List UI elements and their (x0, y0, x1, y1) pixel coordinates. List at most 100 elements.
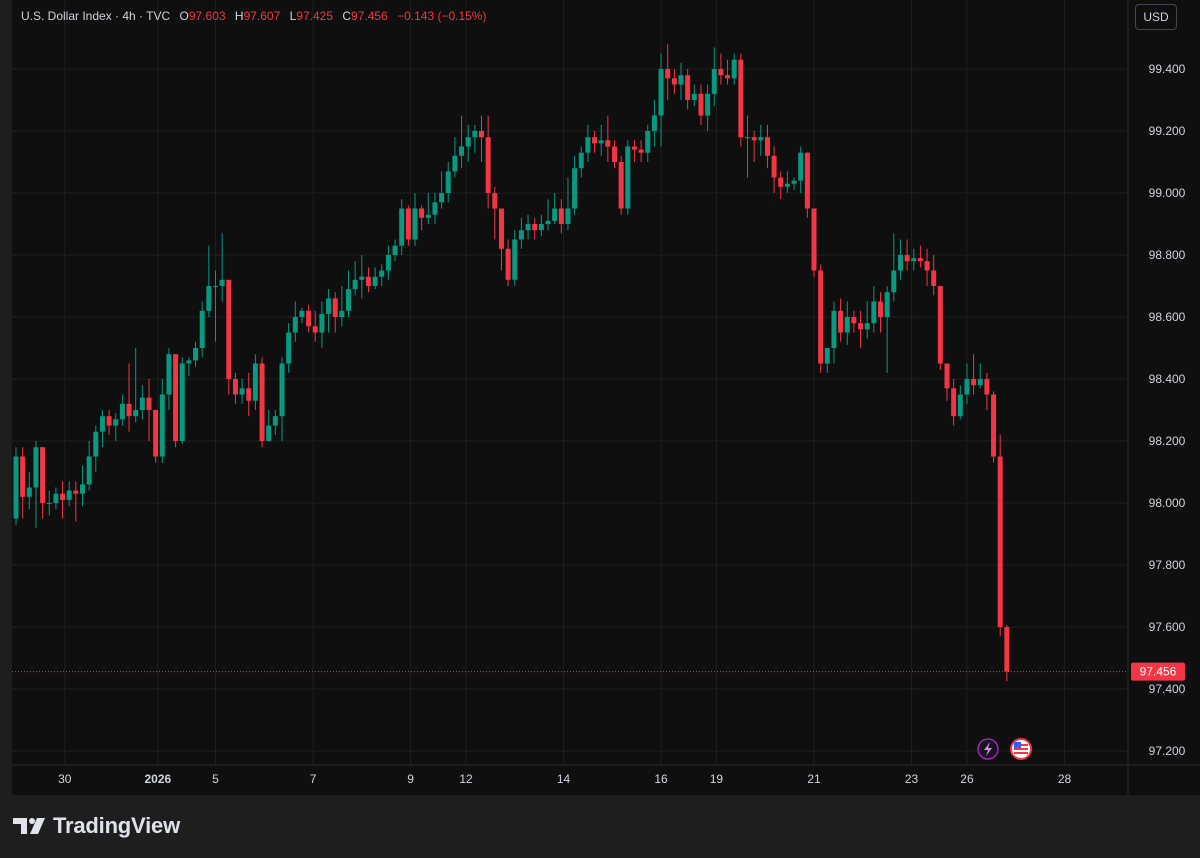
candle (705, 84, 711, 131)
candle-body (924, 261, 930, 271)
candle-body (798, 152, 804, 181)
candle-body (858, 323, 864, 330)
candle (811, 208, 817, 277)
chart-area[interactable] (12, 0, 1200, 795)
candle (924, 248, 930, 286)
candle-body (26, 487, 32, 497)
candle-body (665, 69, 671, 79)
candle-body (651, 115, 657, 131)
candle (592, 131, 598, 153)
ohlc-legend: U.S. Dollar Index · 4h · TVC O97.603 H97… (21, 9, 486, 23)
us-flag-icon[interactable] (1010, 738, 1032, 760)
candle-body (259, 363, 265, 441)
candle (213, 270, 218, 342)
candle (252, 354, 258, 410)
candle (711, 47, 717, 107)
candle-body (106, 416, 112, 426)
candle-body (658, 69, 664, 116)
candle (951, 379, 957, 426)
candle (838, 298, 844, 342)
candle-body (518, 230, 524, 240)
candlestick-chart[interactable]: 99.400 99.200 99.000 98.800 98.600 98.400 98.2… (0, 0, 1200, 795)
candle-body (73, 490, 79, 494)
time-tick-label: 26 (960, 772, 974, 786)
candle (60, 481, 66, 519)
candle-body (851, 317, 857, 324)
candle-body (365, 276, 371, 286)
candle-body (512, 239, 518, 280)
candle-body (459, 146, 465, 156)
candle-body (286, 332, 292, 364)
candle (545, 199, 551, 231)
candle-body (66, 490, 72, 500)
candle (73, 481, 79, 522)
candle (119, 394, 125, 426)
candle (86, 441, 92, 491)
candle (824, 348, 830, 373)
candle (346, 270, 351, 317)
candle (645, 124, 651, 162)
candle-body (292, 317, 298, 333)
candle (193, 341, 199, 367)
candle (232, 372, 238, 404)
candle (106, 410, 112, 435)
candle-body (538, 224, 544, 231)
candle (80, 465, 85, 507)
candle-body (213, 286, 218, 287)
candle (698, 84, 704, 125)
open-label: O (179, 9, 189, 23)
symbol-title[interactable]: U.S. Dollar Index · 4h · TVC (21, 9, 171, 23)
tradingview-logo-icon (13, 818, 45, 834)
candle (538, 214, 544, 237)
candle-body (445, 171, 451, 193)
candle-body (60, 493, 66, 500)
candle-body (139, 397, 145, 410)
candle-body (565, 208, 571, 224)
candle-body (346, 289, 351, 311)
time-tick-label: 30 (58, 772, 72, 786)
candle-body (751, 137, 757, 141)
time-tick-label: 9 (407, 772, 414, 786)
candle-body (831, 310, 837, 348)
candle (412, 193, 418, 246)
candle (532, 217, 538, 240)
candle (306, 304, 312, 333)
candle (46, 490, 52, 516)
time-tick-label: 5 (212, 772, 219, 786)
price-tick-label: 98.800 (1149, 248, 1186, 262)
time-axis[interactable]: 30 2026 5 7 9 12 14 16 19 21 23 26 28 (12, 764, 1200, 786)
candle-body (439, 193, 445, 203)
candle (831, 301, 837, 364)
candle-body (206, 286, 212, 311)
candle (26, 472, 32, 510)
high-value: 97.607 (243, 9, 281, 23)
candle-body (671, 78, 677, 85)
candle (292, 301, 298, 342)
candle-body (977, 379, 983, 386)
candle (804, 152, 810, 218)
candle-body (159, 394, 165, 457)
candle (1004, 624, 1010, 682)
candle (405, 205, 411, 246)
price-axis[interactable]: 99.400 99.200 99.000 98.800 98.600 98.400 98.2… (1127, 0, 1186, 795)
candle (445, 162, 451, 203)
candle (578, 146, 584, 178)
candle-body (997, 456, 1003, 627)
price-tick-label: 98.600 (1149, 310, 1186, 324)
candle-body (758, 137, 764, 141)
time-tick-label: 12 (459, 772, 473, 786)
candle-body (239, 388, 245, 395)
candle (718, 53, 724, 85)
tradingview-logo[interactable]: TradingView (13, 813, 180, 839)
candle-body (492, 193, 498, 209)
candle (472, 124, 478, 153)
candle-body (199, 310, 205, 348)
candle-body (824, 348, 830, 364)
close-label: C (342, 9, 352, 23)
candle (93, 425, 99, 472)
lightning-icon[interactable] (977, 738, 999, 760)
currency-button[interactable]: USD (1135, 4, 1177, 30)
candle (964, 363, 970, 404)
candle-body (219, 279, 225, 286)
candle (758, 124, 764, 156)
